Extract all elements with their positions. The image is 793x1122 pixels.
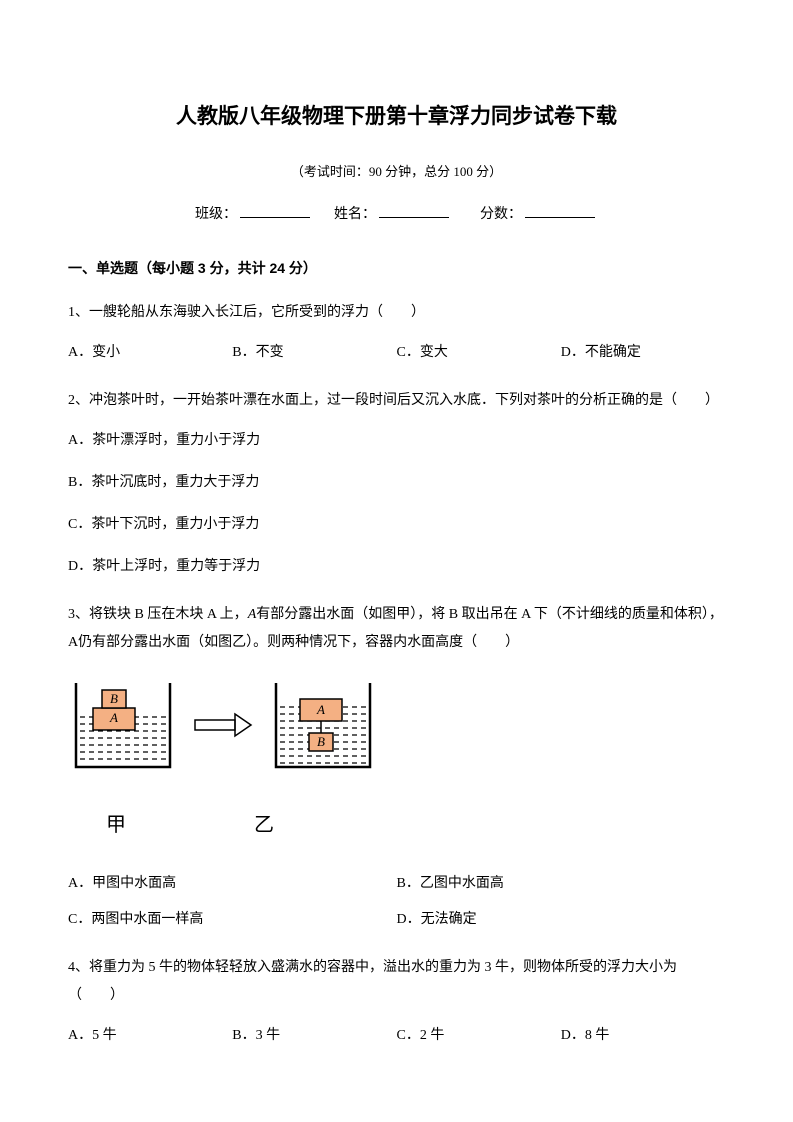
q2-opt-b: B．茶叶沉底时，重力大于浮力 <box>68 469 725 497</box>
q1-opt-a: A．变小 <box>68 339 232 367</box>
q4-opt-a: A．5 牛 <box>68 1022 232 1050</box>
q2-text: 2、冲泡茶叶时，一开始茶叶漂在水面上，过一段时间后又沉入水底．下列对茶叶的分析正… <box>68 387 725 415</box>
q3-diagram: A B A B <box>68 675 725 775</box>
svg-text:B: B <box>110 691 118 706</box>
page-title: 人教版八年级物理下册第十章浮力同步试卷下载 <box>68 100 725 134</box>
arrow-icon <box>193 710 253 740</box>
question-4: 4、将重力为 5 牛的物体轻轻放入盛满水的容器中，溢出水的重力为 3 牛，则物体… <box>68 954 725 1050</box>
label-yi: 乙 <box>254 805 274 845</box>
q4-text: 4、将重力为 5 牛的物体轻轻放入盛满水的容器中，溢出水的重力为 3 牛，则物体… <box>68 954 725 1010</box>
q4-opt-b: B．3 牛 <box>232 1022 396 1050</box>
info-line: 班级： 姓名： 分数： <box>68 204 725 226</box>
q1-text: 1、一艘轮船从东海驶入长江后，它所受到的浮力（ ） <box>68 299 725 327</box>
q3-opt-d: D．无法确定 <box>397 906 726 934</box>
exam-info: （考试时间：90 分钟，总分 100 分） <box>68 162 725 183</box>
name-label: 姓名： <box>334 207 376 222</box>
svg-text:B: B <box>317 734 325 749</box>
q1-opt-c: C．变大 <box>397 339 561 367</box>
score-label: 分数： <box>480 207 522 222</box>
question-1: 1、一艘轮船从东海驶入长江后，它所受到的浮力（ ） A．变小 B．不变 C．变大… <box>68 299 725 367</box>
class-label: 班级： <box>195 207 237 222</box>
name-blank <box>379 217 449 218</box>
q3-opt-a: A．甲图中水面高 <box>68 870 397 898</box>
q3-diagram-labels: 甲 乙 <box>106 805 725 845</box>
q1-opt-b: B．不变 <box>232 339 396 367</box>
section1-header: 一、单选题（每小题 3 分，共计 24 分） <box>68 257 725 279</box>
q3-text: 3、将铁块 B 压在木块 A 上，A有部分露出水面（如图甲），将 B 取出吊在 … <box>68 601 725 657</box>
question-3: 3、将铁块 B 压在木块 A 上，A有部分露出水面（如图甲），将 B 取出吊在 … <box>68 601 725 934</box>
q3-opt-b: B．乙图中水面高 <box>397 870 726 898</box>
q2-opt-a: A．茶叶漂浮时，重力小于浮力 <box>68 427 725 455</box>
score-blank <box>525 217 595 218</box>
beaker-jia-icon: A B <box>68 675 178 775</box>
label-jia: 甲 <box>106 805 126 845</box>
svg-text:A: A <box>316 702 325 717</box>
beaker-yi-icon: A B <box>268 675 378 775</box>
q3-opt-c: C．两图中水面一样高 <box>68 906 397 934</box>
q4-opt-d: D．8 牛 <box>561 1022 725 1050</box>
q4-opt-c: C．2 牛 <box>397 1022 561 1050</box>
q2-opt-d: D．茶叶上浮时，重力等于浮力 <box>68 553 725 581</box>
q2-opt-c: C．茶叶下沉时，重力小于浮力 <box>68 511 725 539</box>
q1-opt-d: D．不能确定 <box>561 339 725 367</box>
svg-text:A: A <box>109 710 118 725</box>
question-2: 2、冲泡茶叶时，一开始茶叶漂在水面上，过一段时间后又沉入水底．下列对茶叶的分析正… <box>68 387 725 581</box>
class-blank <box>240 217 310 218</box>
